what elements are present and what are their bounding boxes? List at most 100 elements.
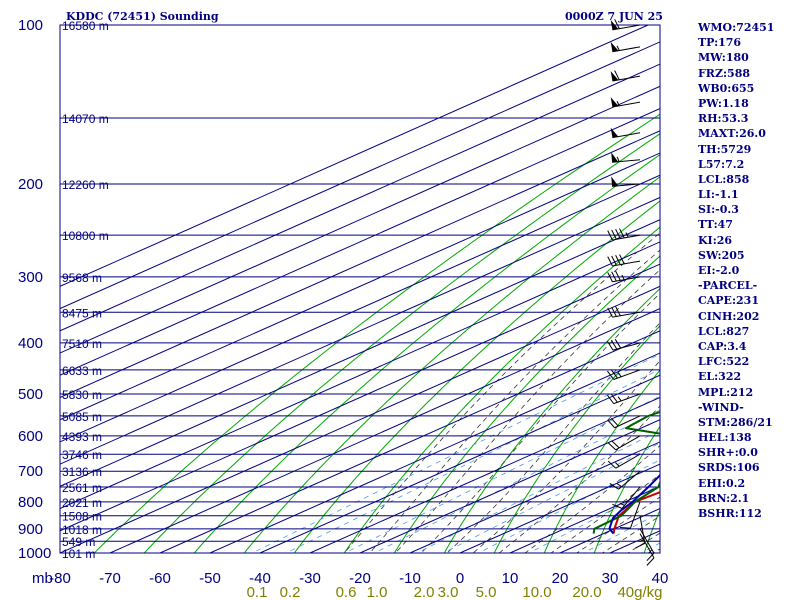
height-label: 12260 m bbox=[62, 178, 109, 192]
stability-indices-panel: WMO:72451 TP:176 MW:180 FRZ:588 WB0:655 PW:1.… bbox=[698, 20, 798, 521]
index-item: MW:180 bbox=[698, 51, 749, 65]
pressure-tick-label: 1000 bbox=[18, 545, 51, 562]
index-item: -PARCEL- bbox=[698, 279, 758, 293]
mixing-ratio-label: 40g/kg bbox=[617, 584, 662, 600]
mixing-ratio-line bbox=[285, 369, 660, 553]
isotherm bbox=[309, 396, 660, 553]
wind-barb bbox=[607, 306, 641, 318]
index-item: WMO:72451 bbox=[698, 21, 775, 34]
temperature-tick-label: -10 bbox=[399, 570, 421, 587]
index-item: LI:-1.1 bbox=[698, 188, 739, 202]
index-item: SI:-0.3 bbox=[698, 203, 739, 217]
isotherm bbox=[60, 85, 660, 354]
wind-barb bbox=[619, 501, 641, 529]
temperature-tick-label: 0 bbox=[456, 570, 464, 587]
moist-adiabat bbox=[446, 322, 660, 553]
wind-barb bbox=[639, 533, 655, 566]
height-label: 4393 m bbox=[62, 430, 102, 444]
moist-adiabat bbox=[498, 405, 660, 553]
temperature-tick-label: -30 bbox=[299, 570, 321, 587]
index-item: SW:205 bbox=[698, 248, 745, 262]
dry-adiabat bbox=[393, 255, 660, 553]
index-item: TP:176 bbox=[698, 36, 742, 50]
mixing-ratio-line bbox=[442, 442, 660, 553]
index-item: WB0:655 bbox=[698, 81, 755, 95]
index-item: MPL:212 bbox=[698, 385, 754, 399]
dry-adiabat bbox=[243, 176, 660, 553]
isotherm bbox=[60, 25, 649, 287]
temperature-tick-label: -40 bbox=[249, 570, 271, 587]
pressure-tick-label: 100 bbox=[18, 17, 43, 34]
index-item: RH:53.3 bbox=[698, 112, 749, 126]
height-label: 10800 m bbox=[62, 229, 109, 243]
wind-barb bbox=[607, 228, 641, 241]
isotherm bbox=[60, 130, 660, 398]
isotherm bbox=[60, 219, 660, 487]
isotherm bbox=[60, 152, 660, 421]
wind-barb bbox=[607, 254, 641, 267]
height-label: 3746 m bbox=[62, 448, 102, 462]
wind-barb bbox=[607, 270, 641, 283]
index-item: EHI:0.2 bbox=[698, 476, 746, 490]
height-label: 101 m bbox=[62, 547, 95, 561]
dry-adiabat bbox=[643, 508, 660, 553]
height-label: 2561 m bbox=[62, 481, 102, 495]
temperature-tick-label: -60 bbox=[149, 570, 171, 587]
mixing-ratio-label: 0.1 bbox=[247, 584, 268, 600]
temperature-tick-label: -80 bbox=[49, 570, 71, 587]
isotherm bbox=[60, 108, 660, 376]
wind-barb bbox=[610, 70, 641, 82]
moist-adiabat bbox=[524, 445, 660, 553]
height-label: 3136 m bbox=[62, 465, 102, 479]
index-item: BSHR:112 bbox=[698, 507, 762, 520]
index-item: SRDS:106 bbox=[698, 461, 760, 475]
pressure-tick-label: 300 bbox=[18, 269, 43, 286]
background-lines bbox=[60, 25, 660, 553]
index-item: TT:47 bbox=[698, 218, 733, 232]
height-label: 7510 m bbox=[62, 337, 102, 351]
height-label: 1018 m bbox=[62, 523, 102, 537]
index-item: EL:322 bbox=[698, 370, 742, 384]
dry-adiabat bbox=[593, 425, 660, 553]
isotherm bbox=[109, 308, 660, 553]
moist-adiabat bbox=[472, 360, 660, 553]
index-item: BRN:2.1 bbox=[698, 491, 750, 505]
dry-adiabat bbox=[443, 287, 660, 553]
moist-adiabat bbox=[420, 292, 660, 553]
height-label: 5085 m bbox=[62, 410, 102, 424]
isotherm bbox=[60, 63, 660, 332]
isotherm bbox=[359, 419, 660, 553]
height-label: 6633 m bbox=[62, 364, 102, 378]
moist-adiabat bbox=[394, 269, 660, 553]
wind-barb bbox=[607, 393, 641, 405]
temperature-tick-label: 30 bbox=[602, 570, 619, 587]
height-label: 9568 m bbox=[62, 271, 102, 285]
height-label: 8475 m bbox=[62, 306, 102, 320]
mixing-ratio-label: 5.0 bbox=[476, 584, 497, 600]
valid-time: 0000Z 7 JUN 25 bbox=[565, 10, 663, 23]
index-item: SHR+:0.0 bbox=[698, 446, 758, 460]
temperature-tick-label: -70 bbox=[99, 570, 121, 587]
mixing-ratio-line bbox=[582, 512, 660, 553]
height-label: 2021 m bbox=[62, 496, 102, 510]
isotherm bbox=[60, 241, 660, 510]
pressure-tick-label: 200 bbox=[18, 176, 43, 193]
wind-barb bbox=[610, 97, 641, 108]
isotherm bbox=[259, 374, 660, 553]
pressure-tick-label: 400 bbox=[18, 335, 43, 352]
isotherm bbox=[409, 441, 660, 553]
mixing-ratio-line bbox=[477, 459, 660, 553]
height-label: 5830 m bbox=[62, 388, 102, 402]
index-item: FRZ:588 bbox=[698, 66, 751, 80]
wind-barb bbox=[607, 415, 641, 429]
mixing-ratio-label: 1.0 bbox=[367, 584, 388, 600]
moist-adiabat bbox=[369, 249, 660, 553]
index-item: HEL:138 bbox=[698, 431, 752, 445]
pressure-tick-label: 700 bbox=[18, 463, 43, 480]
wind-barb bbox=[610, 127, 641, 139]
index-item: CINH:202 bbox=[698, 309, 760, 323]
isotherm bbox=[60, 285, 660, 553]
height-label: 549 m bbox=[62, 535, 95, 549]
pressure-tick-label: 800 bbox=[18, 494, 43, 511]
